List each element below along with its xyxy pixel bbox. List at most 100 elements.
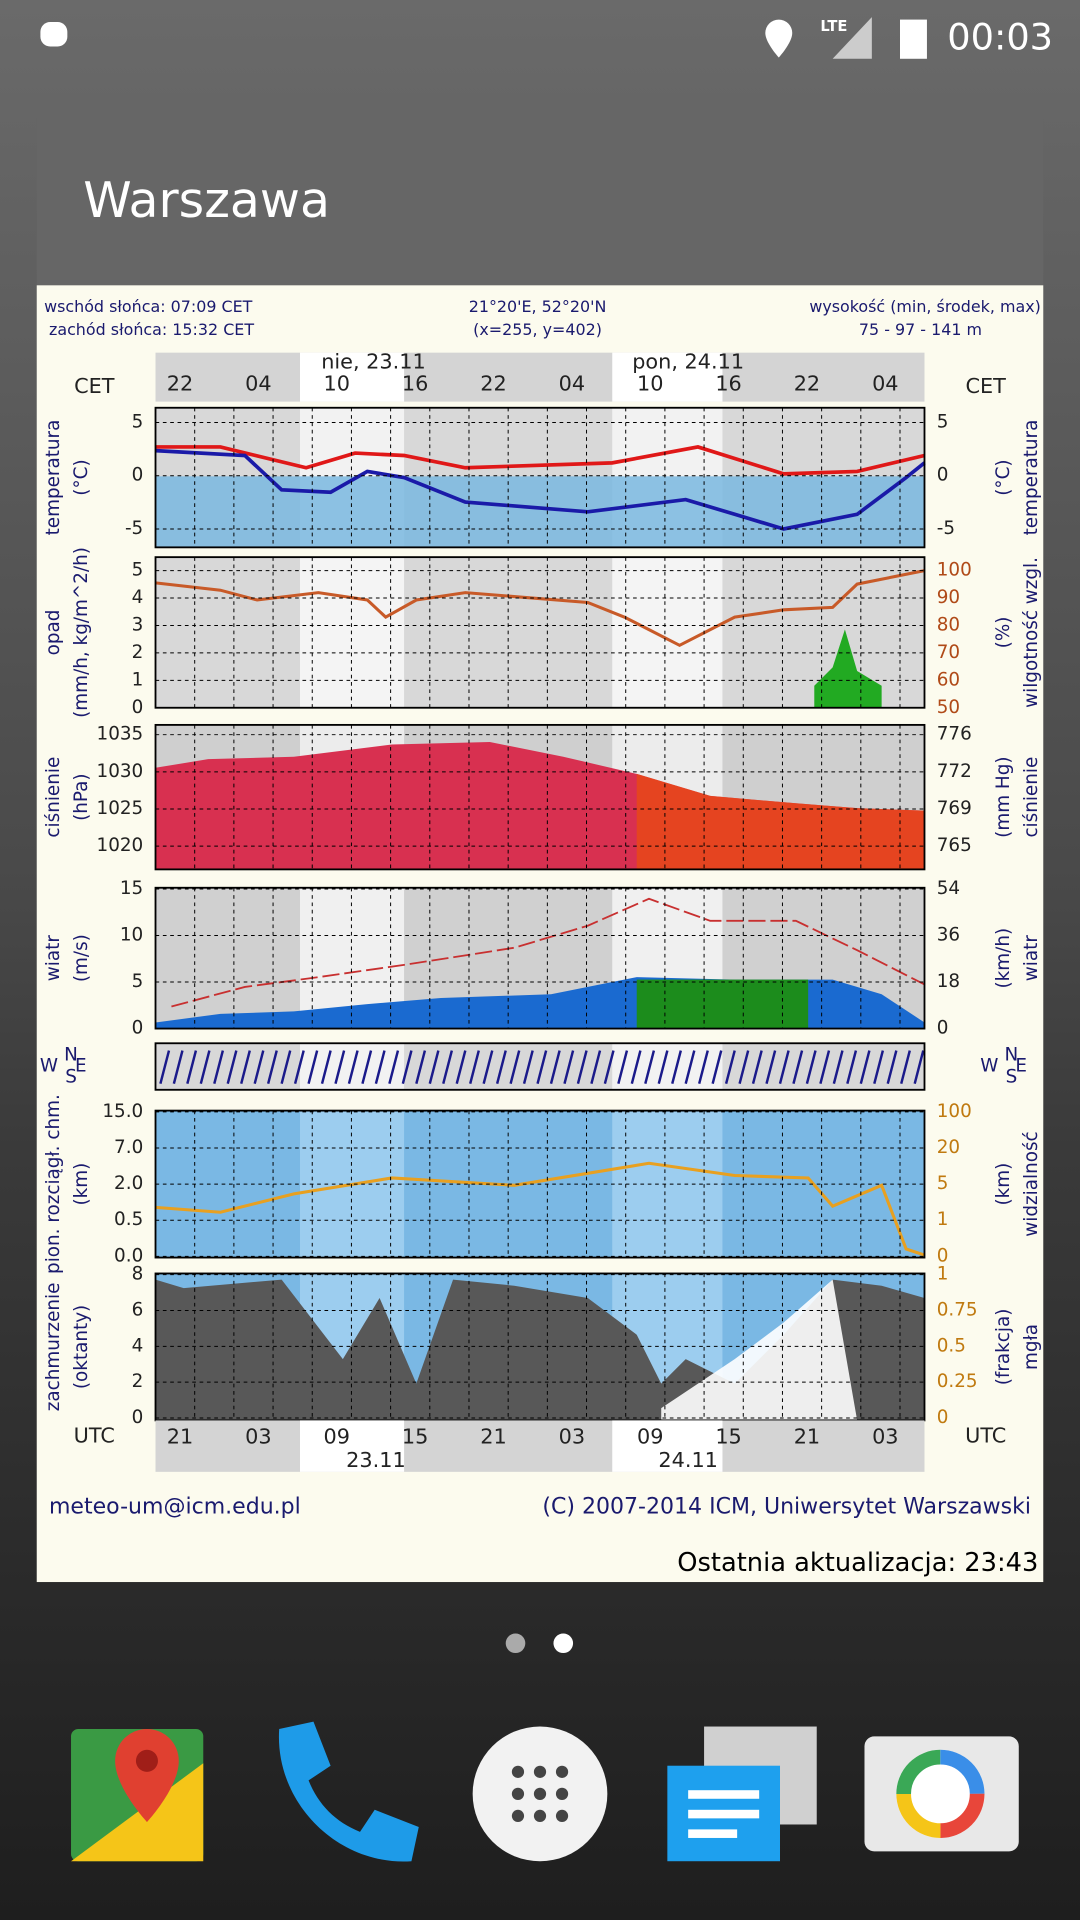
right-tick-label: 90: [937, 587, 960, 608]
zone-label: CET: [966, 374, 1007, 398]
day-label: nie, 23.11: [321, 349, 426, 373]
daylight-band: [300, 557, 405, 708]
wind-arrow: [495, 1050, 507, 1084]
right-axis-label: widzialność: [1021, 1131, 1042, 1236]
phone-icon[interactable]: [278, 1721, 419, 1862]
wind-arrow: [576, 1050, 588, 1084]
right-tick-label: 765: [937, 835, 972, 856]
right-axis-label: (°C): [993, 459, 1014, 495]
wind-arrow: [590, 1050, 602, 1084]
hour-label: 09: [637, 1425, 663, 1449]
left-tick-label: 2: [132, 642, 144, 663]
right-tick-label: 0.75: [937, 1300, 978, 1321]
contact-email: meteo-um@icm.edu.pl: [49, 1494, 301, 1519]
left-axis-label: temperatura: [43, 420, 64, 536]
left-axis-label: wiatr: [43, 935, 64, 982]
hour-label: 10: [637, 371, 663, 395]
wind-arrow: [186, 1050, 198, 1084]
wind-arrow: [697, 1050, 709, 1084]
right-axis-label: mgła: [1021, 1324, 1042, 1370]
left-tick-label: 1035: [97, 724, 144, 745]
left-axis-label: (oktanty): [71, 1305, 92, 1389]
left-tick-label: 1020: [97, 835, 144, 856]
zone-label: UTC: [74, 1423, 115, 1447]
right-tick-label: 0: [937, 465, 949, 486]
left-tick-label: -5: [125, 518, 143, 539]
right-tick-label: 50: [937, 697, 960, 718]
right-axis-label: wilgotność wzgl.: [1021, 557, 1042, 708]
page-dot[interactable]: [553, 1633, 574, 1654]
panel-frame: [154, 723, 926, 871]
wind-arrow: [886, 1050, 898, 1084]
left-tick-label: 7.0: [114, 1137, 143, 1158]
compass-letter: N: [1005, 1045, 1019, 1066]
left-tick-label: 0: [132, 1407, 144, 1428]
left-tick-label: 0: [132, 465, 144, 486]
header-right: 75 - 97 - 141 m: [859, 320, 982, 339]
wind-arrow: [320, 1050, 332, 1084]
wind-arrow: [415, 1050, 427, 1084]
daylight-band: [612, 1043, 723, 1090]
hour-label: 21: [167, 1425, 193, 1449]
apps-icon[interactable]: [472, 1726, 608, 1862]
left-tick-label: 1025: [97, 798, 144, 819]
wind-arrow: [684, 1050, 696, 1084]
right-tick-label: 772: [937, 761, 972, 782]
right-tick-label: 18: [937, 971, 960, 992]
right-tick-label: 100: [937, 560, 972, 581]
right-tick-label: 0: [937, 1407, 949, 1428]
update-time: Ostatnia aktualizacja: 23:43: [677, 1548, 1038, 1578]
header-left: wschód słońca: 07:09 CET: [44, 297, 253, 316]
temperature-line: [155, 445, 925, 476]
wind-arrow: [563, 1050, 575, 1084]
wind-arrow: [603, 1050, 615, 1084]
wind-arrow: [617, 1050, 629, 1084]
left-axis-label: (mm/h, kg/m^2/h): [71, 547, 92, 718]
wind-arrow: [159, 1050, 171, 1084]
right-axis-label: wiatr: [1021, 935, 1042, 982]
battery-icon: [900, 19, 927, 59]
wind-arrow: [778, 1050, 790, 1084]
hour-label: 21: [794, 1425, 820, 1449]
wind-arrow: [469, 1050, 480, 1084]
wind-arrow: [832, 1050, 844, 1084]
day-label: 23.11: [346, 1448, 406, 1472]
right-tick-label: -5: [937, 518, 955, 539]
hour-label: 22: [167, 371, 193, 395]
zone-label: CET: [74, 374, 115, 398]
left-tick-label: 4: [132, 1335, 144, 1356]
wind-arrow: [266, 1050, 278, 1084]
panel-frame: [154, 886, 926, 1030]
right-axis-label: (frakcja): [993, 1309, 1014, 1386]
camera-icon[interactable]: [864, 1736, 1019, 1852]
header-center: 21°20'E, 52°20'N: [469, 297, 607, 316]
hour-label: 22: [480, 371, 506, 395]
wind-arrow: [455, 1050, 467, 1084]
right-tick-label: 100: [937, 1101, 972, 1122]
hour-label: 03: [872, 1425, 898, 1449]
right-tick-label: 20: [937, 1137, 960, 1158]
header-left: zachód słońca: 15:32 CET: [49, 320, 254, 339]
widget-title[interactable]: Warszawa: [83, 172, 330, 229]
left-tick-label: 6: [132, 1300, 144, 1321]
wind-arrow: [307, 1050, 319, 1084]
hour-label: 16: [402, 371, 428, 395]
compass-letter: N: [64, 1045, 78, 1066]
wind-arrow: [657, 1050, 669, 1084]
page-dot[interactable]: [505, 1633, 526, 1654]
left-axis-label: (°C): [71, 459, 92, 495]
messenger-icon[interactable]: [667, 1726, 817, 1862]
left-tick-label: 5: [132, 411, 144, 432]
meteogram: wschód słońca: 07:09 CET 21°20'E, 52°20'N…: [40, 297, 1042, 1519]
wind-arrow: [172, 1050, 184, 1084]
maps-icon[interactable]: [71, 1728, 204, 1862]
wind-arrow: [536, 1050, 548, 1084]
wind-arrow: [873, 1050, 885, 1084]
wind-arrow: [913, 1050, 925, 1084]
left-tick-label: 0.0: [114, 1245, 143, 1266]
right-tick-label: 5: [937, 1173, 949, 1194]
wind-arrow: [751, 1050, 763, 1084]
right-axis-label: (%): [993, 617, 1014, 649]
